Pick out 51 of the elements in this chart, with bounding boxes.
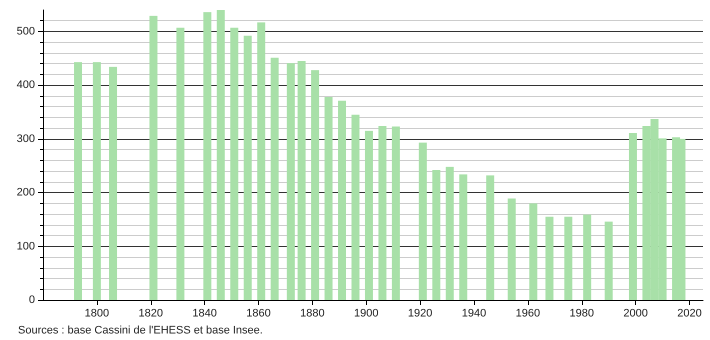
bar	[432, 170, 440, 300]
bar	[364, 130, 373, 300]
bar	[244, 36, 252, 300]
bar	[545, 216, 554, 300]
bar	[508, 198, 516, 300]
x-tick-label: 1880	[300, 308, 325, 320]
y-tick-label: 0	[28, 294, 35, 306]
bar	[324, 97, 333, 300]
bar	[149, 16, 158, 300]
bar	[74, 62, 82, 300]
x-tick-label: 1800	[84, 308, 110, 320]
bar	[378, 126, 386, 300]
x-tick-label: 2020	[677, 308, 702, 320]
x-tick-label: 1860	[246, 308, 271, 320]
bar	[92, 62, 101, 300]
y-tick-label: 300	[16, 132, 35, 145]
bar	[216, 10, 225, 300]
x-tick-label: 1940	[462, 308, 486, 320]
bar	[203, 12, 212, 300]
bar	[270, 58, 279, 300]
x-tick-label: 1900	[354, 308, 379, 320]
y-tick-label: 100	[16, 240, 35, 252]
bar	[230, 28, 238, 300]
bar	[176, 28, 184, 300]
bar	[628, 132, 637, 300]
bar	[604, 222, 613, 300]
x-tick-label: 2000	[623, 308, 648, 320]
bar	[529, 203, 538, 300]
bar	[418, 142, 427, 300]
bar	[392, 126, 400, 300]
bar	[446, 166, 454, 300]
bar	[286, 63, 295, 300]
bar	[459, 174, 468, 300]
x-tick-label: 1960	[516, 308, 540, 320]
bar	[564, 216, 572, 300]
bar	[109, 66, 118, 300]
bar	[311, 70, 320, 300]
source-note: Sources : base Cassini de l'EHESS et base Insee.	[18, 324, 263, 336]
bar	[298, 61, 306, 300]
bar	[257, 22, 266, 300]
y-tick-label: 500	[16, 25, 35, 38]
x-tick-label: 1820	[138, 308, 163, 320]
x-tick-label: 1920	[408, 308, 432, 320]
bar	[338, 100, 346, 300]
bar	[486, 175, 494, 300]
y-tick-label: 400	[16, 79, 35, 92]
bar	[351, 114, 360, 300]
y-tick-label: 200	[16, 186, 35, 199]
bar	[583, 214, 592, 300]
x-tick-label: 1840	[192, 308, 217, 320]
x-tick-label: 1980	[570, 308, 594, 320]
